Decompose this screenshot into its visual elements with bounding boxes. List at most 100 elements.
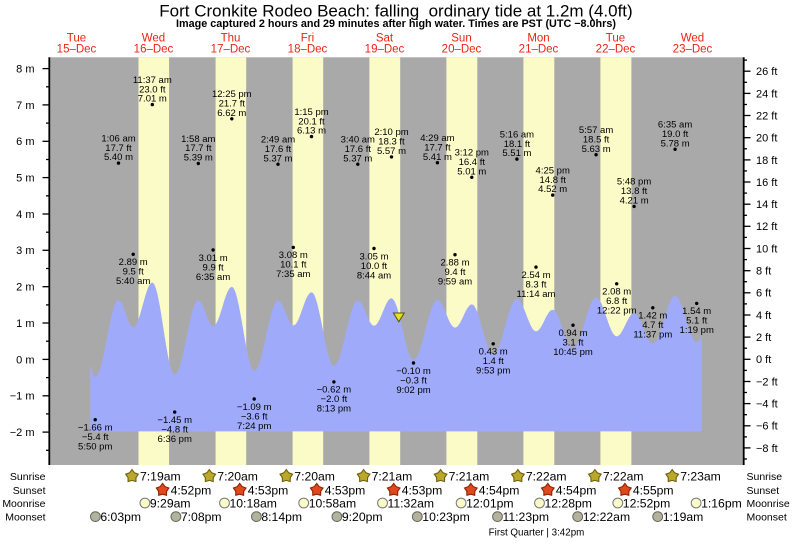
svg-text:11:37 pm: 11:37 pm	[633, 330, 672, 341]
svg-text:5.63 m: 5.63 m	[582, 144, 611, 155]
svg-text:4.52 m: 4.52 m	[538, 184, 567, 195]
svg-text:2.08 m: 2.08 m	[602, 287, 631, 298]
svg-text:−0.62 m: −0.62 m	[317, 385, 352, 396]
svg-text:−1.09 m: −1.09 m	[237, 402, 272, 413]
svg-text:−2 ft: −2 ft	[756, 376, 778, 388]
svg-text:10:58am: 10:58am	[309, 496, 356, 510]
svg-text:8:44 am: 8:44 am	[357, 270, 391, 281]
svg-text:14.8 ft: 14.8 ft	[539, 175, 566, 186]
svg-text:10:23pm: 10:23pm	[422, 510, 469, 524]
svg-text:11:32am: 11:32am	[388, 496, 435, 510]
svg-text:1:06 am: 1:06 am	[101, 133, 135, 144]
svg-text:9:20pm: 9:20pm	[342, 510, 383, 524]
svg-text:18.1 ft: 18.1 ft	[504, 139, 531, 150]
svg-text:Moonrise: Moonrise	[2, 498, 45, 510]
svg-text:4:53pm: 4:53pm	[248, 483, 289, 497]
svg-text:1.4 ft: 1.4 ft	[483, 356, 504, 367]
svg-text:3:12 pm: 3:12 pm	[455, 148, 489, 159]
svg-text:8 m: 8 m	[16, 64, 34, 76]
svg-text:10 ft: 10 ft	[756, 243, 777, 255]
svg-text:−1.66 m: −1.66 m	[78, 423, 113, 434]
svg-text:17.6 ft: 17.6 ft	[345, 144, 372, 155]
svg-text:17.7 ft: 17.7 ft	[105, 143, 132, 154]
svg-text:Wed: Wed	[142, 33, 165, 45]
svg-text:Moonset: Moonset	[747, 512, 787, 524]
svg-text:−4.8 ft: −4.8 ft	[161, 424, 188, 435]
svg-text:Sunrise: Sunrise	[10, 471, 46, 483]
svg-text:7:20am: 7:20am	[217, 470, 258, 484]
svg-text:First Quarter | 3:42pm: First Quarter | 3:42pm	[489, 527, 585, 538]
svg-text:7:19am: 7:19am	[140, 470, 181, 484]
svg-text:Moonset: Moonset	[5, 512, 45, 524]
svg-text:24 ft: 24 ft	[756, 88, 777, 100]
svg-text:Image captured 2 hours and 29: Image captured 2 hours and 29 minutes af…	[176, 18, 616, 30]
svg-text:Tue: Tue	[67, 33, 86, 45]
svg-text:23.0 ft: 23.0 ft	[139, 84, 166, 95]
svg-text:0.43 m: 0.43 m	[479, 347, 508, 358]
svg-text:5.37 m: 5.37 m	[263, 153, 292, 164]
svg-text:5:50 pm: 5:50 pm	[78, 442, 112, 453]
svg-text:0 m: 0 m	[16, 354, 34, 366]
svg-text:18.3 ft: 18.3 ft	[378, 137, 405, 148]
svg-text:17.7 ft: 17.7 ft	[424, 142, 451, 153]
svg-text:20–Dec: 20–Dec	[442, 44, 482, 56]
svg-text:4:53pm: 4:53pm	[325, 483, 366, 497]
svg-text:12:52pm: 12:52pm	[623, 496, 670, 510]
svg-text:9.4 ft: 9.4 ft	[444, 267, 465, 278]
svg-text:−2 m: −2 m	[10, 427, 35, 439]
svg-text:3:40 am: 3:40 am	[341, 135, 375, 146]
svg-text:Wed: Wed	[681, 33, 704, 45]
svg-text:Moonrise: Moonrise	[747, 498, 790, 510]
svg-text:1.54 m: 1.54 m	[682, 306, 711, 317]
svg-text:6:35 am: 6:35 am	[196, 272, 230, 283]
svg-text:5:40 am: 5:40 am	[116, 276, 150, 287]
svg-text:8.3 ft: 8.3 ft	[525, 279, 546, 290]
svg-text:9:02 pm: 9:02 pm	[396, 385, 430, 396]
svg-text:Sat: Sat	[376, 33, 394, 45]
svg-text:8:14pm: 8:14pm	[261, 510, 302, 524]
svg-text:6:03pm: 6:03pm	[100, 510, 141, 524]
svg-text:7 m: 7 m	[16, 100, 34, 112]
svg-text:18–Dec: 18–Dec	[288, 44, 328, 56]
svg-text:Sunrise: Sunrise	[747, 471, 783, 483]
svg-text:10:18am: 10:18am	[230, 496, 277, 510]
svg-text:3.08 m: 3.08 m	[279, 250, 308, 261]
svg-text:5.78 m: 5.78 m	[661, 138, 690, 149]
svg-text:5.57 m: 5.57 m	[377, 146, 406, 157]
svg-text:7:20am: 7:20am	[294, 470, 335, 484]
svg-text:18.5 ft: 18.5 ft	[583, 134, 610, 145]
svg-text:3 m: 3 m	[16, 245, 34, 257]
svg-text:1:19 pm: 1:19 pm	[680, 325, 714, 336]
svg-text:5:16 am: 5:16 am	[500, 129, 534, 140]
svg-text:4:52pm: 4:52pm	[171, 483, 212, 497]
svg-text:17.7 ft: 17.7 ft	[185, 143, 212, 154]
svg-text:5:48 pm: 5:48 pm	[617, 177, 651, 188]
svg-text:10:45 pm: 10:45 pm	[553, 347, 593, 358]
svg-text:20 ft: 20 ft	[756, 133, 777, 145]
svg-text:12:22am: 12:22am	[583, 510, 630, 524]
svg-text:2:49 am: 2:49 am	[261, 135, 295, 146]
svg-text:7:08pm: 7:08pm	[181, 510, 222, 524]
svg-text:−8 ft: −8 ft	[756, 443, 778, 455]
svg-text:4.7 ft: 4.7 ft	[642, 320, 663, 331]
svg-text:12:01pm: 12:01pm	[466, 496, 513, 510]
svg-text:5 m: 5 m	[16, 173, 34, 185]
svg-text:5.39 m: 5.39 m	[184, 153, 213, 164]
svg-text:5.41 m: 5.41 m	[423, 152, 452, 163]
svg-text:10.0 ft: 10.0 ft	[361, 261, 388, 272]
svg-text:12:22 pm: 12:22 pm	[597, 306, 637, 317]
svg-text:3.01 m: 3.01 m	[199, 253, 228, 264]
svg-text:11:37 am: 11:37 am	[133, 75, 172, 86]
svg-text:10.1 ft: 10.1 ft	[280, 260, 307, 271]
svg-text:11:23pm: 11:23pm	[503, 510, 550, 524]
svg-text:2 m: 2 m	[16, 282, 34, 294]
svg-text:−2.0 ft: −2.0 ft	[321, 394, 348, 405]
svg-text:−0.3 ft: −0.3 ft	[400, 375, 427, 386]
svg-text:2:10 pm: 2:10 pm	[374, 127, 408, 138]
svg-text:−1.45 m: −1.45 m	[157, 415, 192, 426]
svg-text:4:55pm: 4:55pm	[633, 483, 674, 497]
svg-text:Thu: Thu	[221, 33, 241, 45]
svg-text:18 ft: 18 ft	[756, 155, 777, 167]
svg-text:Mon: Mon	[527, 33, 549, 45]
svg-text:9.5 ft: 9.5 ft	[123, 267, 144, 278]
